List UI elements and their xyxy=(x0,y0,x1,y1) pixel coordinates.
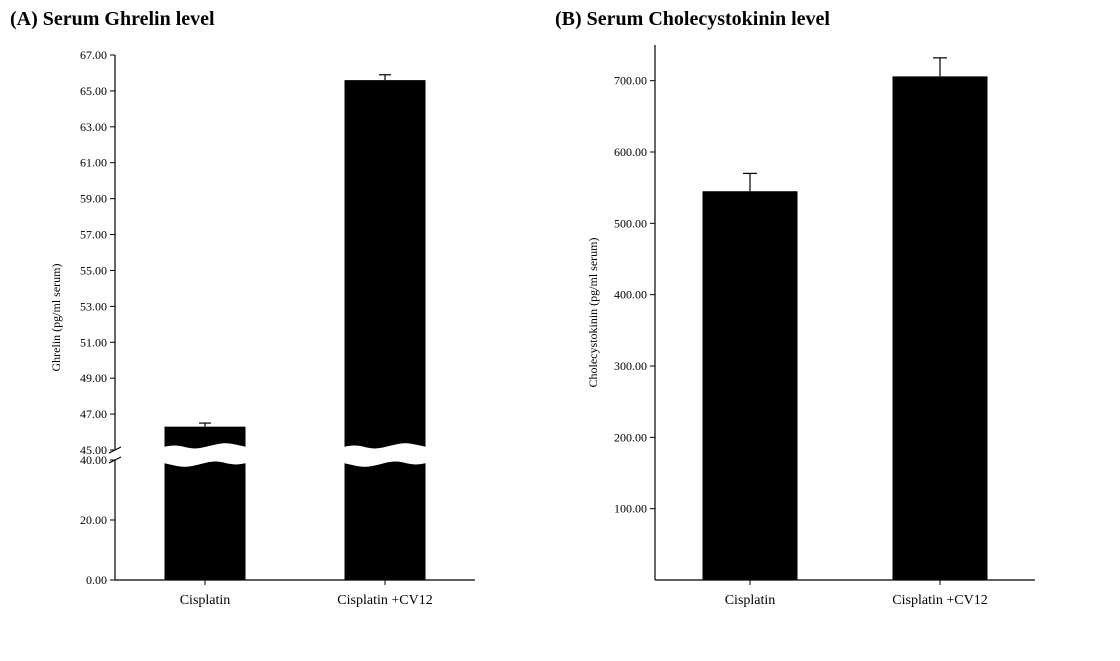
chart-b-svg: 100.00 200.00 300.00 400.00 500.00 600.00 700.… xyxy=(555,0,1115,661)
y-tick-label: 61.00 xyxy=(80,156,107,170)
y-tick-label: 300.00 xyxy=(614,359,647,373)
panel-b-title: (B) Serum Cholecystokinin level xyxy=(555,8,830,31)
y-tick-label: 400.00 xyxy=(614,288,647,302)
y-axis-label: Cholecystokinin (pg/ml serum) xyxy=(586,238,600,388)
y-tick-label: 67.00 xyxy=(80,48,107,62)
y-tick-label: 20.00 xyxy=(80,513,107,527)
bar-lower xyxy=(165,460,246,580)
y-tick-label: 47.00 xyxy=(80,407,107,421)
y-tick-label: 59.00 xyxy=(80,192,107,206)
y-axis-label: Ghrelin (pg/ml serum) xyxy=(49,264,63,372)
bar xyxy=(893,76,988,580)
x-tick-label: Cisplatin +CV12 xyxy=(337,593,432,608)
y-tick-label: 100.00 xyxy=(614,502,647,516)
panel-a: (A) Serum Ghrelin level 45.0047.0049.005… xyxy=(10,0,570,661)
y-tick-label: 53.00 xyxy=(80,299,107,313)
y-tick-label: 0.00 xyxy=(86,573,107,587)
y-tick-label: 55.00 xyxy=(80,263,107,277)
y-tick-label: 600.00 xyxy=(614,145,647,159)
bar xyxy=(703,191,798,580)
y-tick-label: 63.00 xyxy=(80,120,107,134)
y-tick-label: 700.00 xyxy=(614,74,647,88)
y-tick-label: 49.00 xyxy=(80,371,107,385)
panel-a-title: (A) Serum Ghrelin level xyxy=(10,8,215,31)
y-tick-label: 51.00 xyxy=(80,335,107,349)
x-tick-label: Cisplatin xyxy=(180,593,231,608)
chart-a-svg: 45.0047.0049.0051.0053.0055.0057.0059.00… xyxy=(10,0,570,661)
panel-b: (B) Serum Cholecystokinin level 100.00 20… xyxy=(555,0,1115,661)
y-tick-label: 200.00 xyxy=(614,430,647,444)
x-tick-label: Cisplatin +CV12 xyxy=(892,593,987,608)
bar-upper xyxy=(345,80,426,450)
bar-lower xyxy=(345,460,426,580)
y-tick-label: 65.00 xyxy=(80,84,107,98)
y-tick-label: 500.00 xyxy=(614,216,647,230)
y-tick-label: 57.00 xyxy=(80,228,107,242)
x-tick-label: Cisplatin xyxy=(725,593,776,608)
y-tick-label: 40.00 xyxy=(80,453,107,467)
